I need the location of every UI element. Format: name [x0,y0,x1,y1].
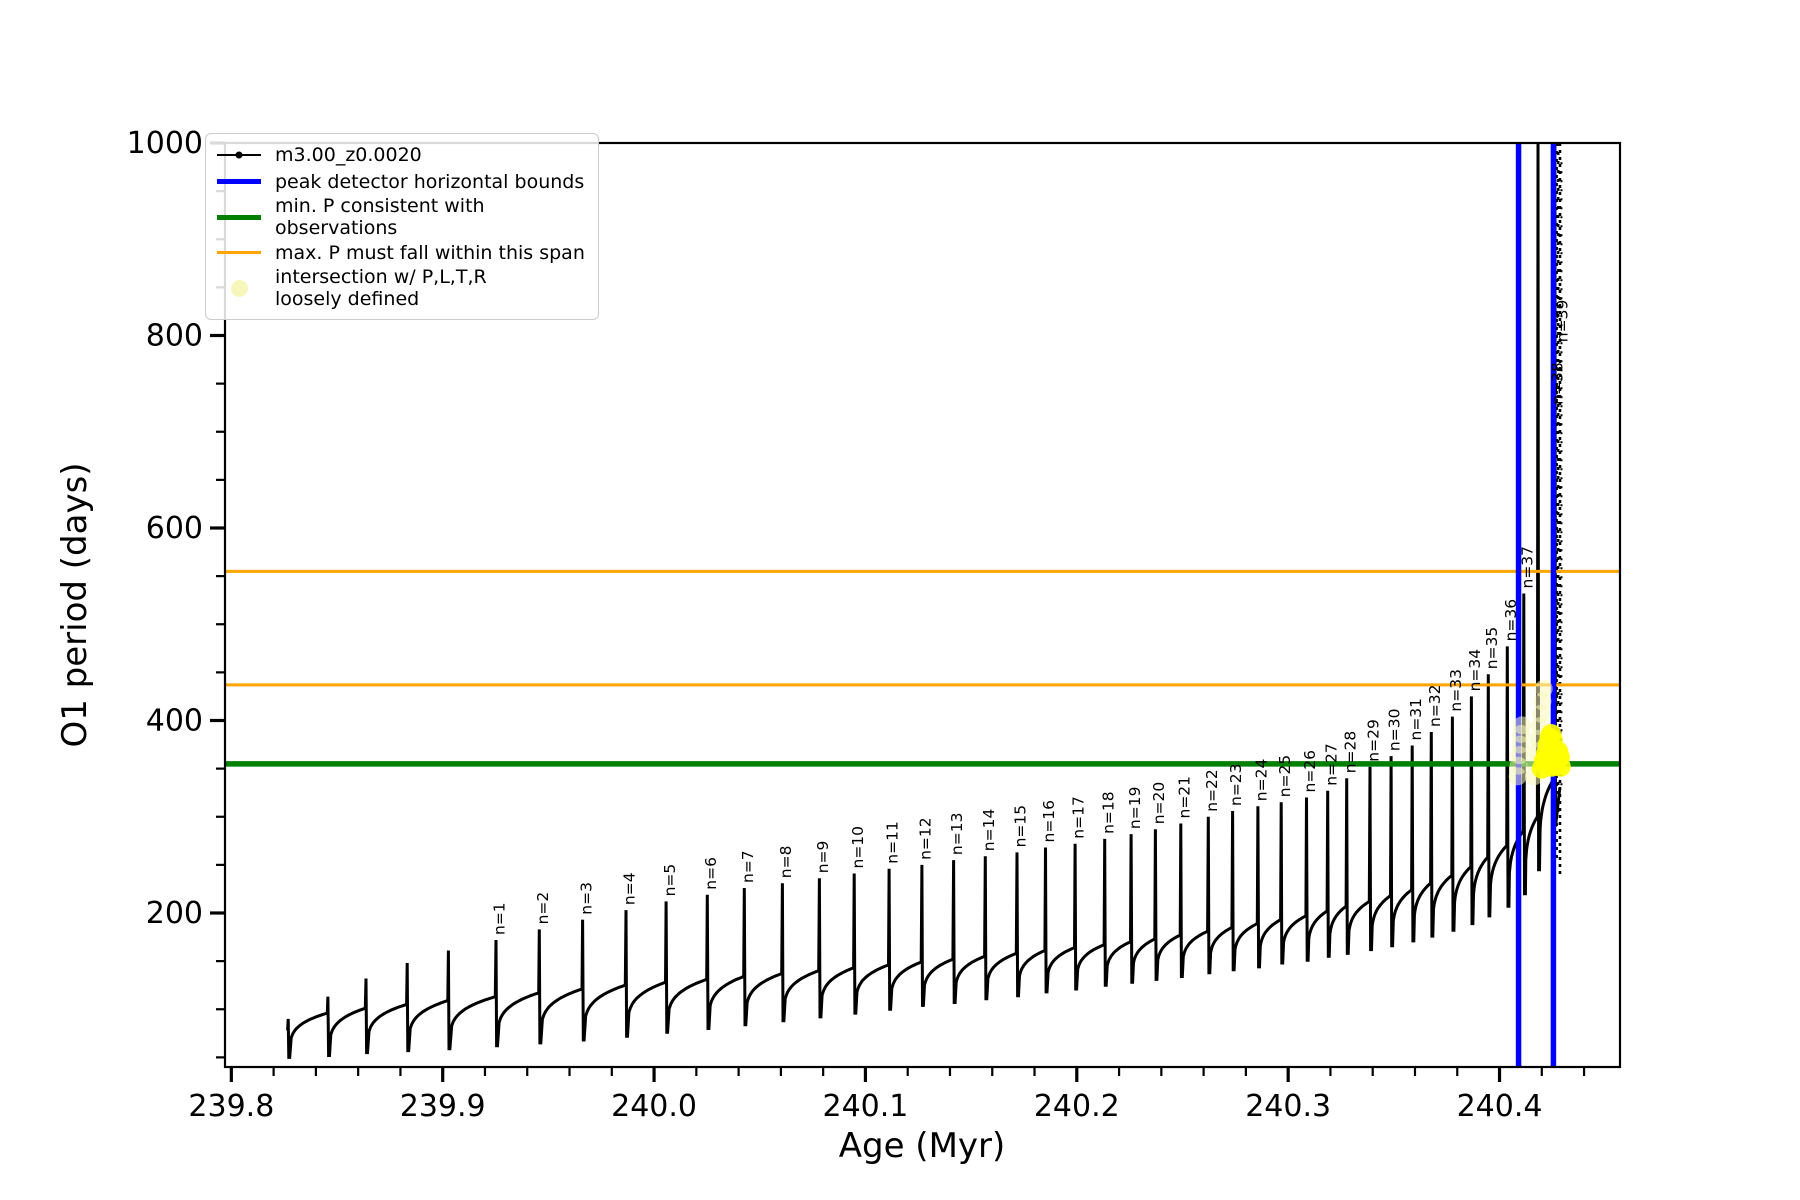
legend-swatch-intersection [216,279,262,297]
legend-label: intersection w/ P,L,T,R loosely defined [275,266,487,310]
spike-n-label: n=4 [621,872,639,905]
x-tick-label: 239.9 [400,1089,486,1124]
spike-n-label: n=31 [1407,698,1425,741]
y-axis-label: O1 period (days) [55,462,95,748]
legend-label: max. P must fall within this span [275,241,585,264]
spike-n-label: n=3 [577,882,595,915]
spike-n-label: n=10 [849,826,867,869]
spike-n-label: n=7 [739,850,757,883]
legend-label: peak detector horizontal bounds [275,170,585,193]
y-tick-label: 1000 [127,126,203,161]
spike-n-label: n=26 [1301,750,1319,793]
spike-n-label: n=30 [1386,709,1404,752]
spike-n-label: n=9 [814,841,832,874]
spike-n-label: n=21 [1175,776,1193,819]
spike-n-label: n=35 [1483,627,1501,670]
spike-n-label: n=14 [980,809,998,852]
y-tick-label: 400 [146,704,203,739]
spike-n-label: n=39 [1554,300,1572,343]
x-tick-label: 240.4 [1457,1089,1543,1124]
legend-line-marker [217,179,261,184]
intersection-marker-bright [1538,749,1559,769]
series-curve [286,142,1562,1059]
spike-n-label: n=25 [1276,755,1294,798]
x-axis-label: Age (Myr) [838,1126,1006,1166]
legend-circle-marker [230,279,248,297]
spike-n-label: n=20 [1150,782,1168,825]
spike-n-label: n=17 [1070,796,1088,839]
spike-n-label: n=36 [1502,599,1520,642]
spike-n-label: n=15 [1012,805,1030,848]
spike-n-label: n=27 [1322,743,1340,786]
legend-line-marker [217,214,261,220]
plot-frame [223,141,1622,1069]
spike-n-label: n=5 [661,864,679,897]
x-tick-label: 240.1 [822,1089,908,1124]
spike-n-label: n=24 [1253,759,1271,802]
spike-n-label: n=8 [777,846,795,879]
spike-n-label: n=37 [1519,546,1537,589]
legend-item: max. P must fall within this span [216,239,588,266]
legend-swatch-max-p-span [216,251,262,254]
spike-n-label: n=2 [534,892,552,925]
spike-n-label: n=33 [1447,669,1465,712]
y-tick-label: 600 [146,511,203,546]
intersection-marker-pale [1534,679,1553,698]
spike-n-label: n=19 [1126,787,1144,830]
legend-item: min. P consistent with observations [216,195,588,239]
spike-n-label: n=38 [1549,362,1567,405]
spike-n-label: n=22 [1203,769,1221,812]
legend-label: m3.00_z0.0020 [275,143,422,166]
spike-n-label: n=12 [917,817,935,860]
spike-n-label: n=1 [491,902,509,935]
intersection-marker-pale [1512,716,1531,735]
legend-swatch-peak-bounds [216,179,262,184]
legend-line-marker [217,251,261,254]
spike-n-label: n=28 [1341,731,1359,774]
legend-item: peak detector horizontal bounds [216,168,588,195]
legend-item: m3.00_z0.0020 [216,141,588,168]
spike-n-label: n=11 [884,821,902,864]
x-tick-label: 239.8 [188,1089,274,1124]
spike-n-label: n=23 [1227,763,1245,806]
legend-label: min. P consistent with observations [275,195,485,239]
x-tick-label: 240.2 [1034,1089,1120,1124]
x-tick-label: 240.3 [1245,1089,1331,1124]
y-tick-label: 800 [146,319,203,354]
spike-n-label: n=13 [948,813,966,856]
legend-item: intersection w/ P,L,T,R loosely defined [216,266,588,310]
spike-n-label: n=6 [702,857,720,890]
legend-swatch-min-p [216,214,262,220]
spike-n-label: n=29 [1365,719,1383,762]
x-tick-label: 240.0 [611,1089,697,1124]
legend-swatch-series [216,151,262,158]
y-tick-label: 200 [146,896,203,931]
spike-n-label: n=34 [1466,649,1484,692]
spike-n-label: n=32 [1426,684,1444,727]
legend-dot-marker [235,151,243,158]
spike-n-label: n=18 [1099,791,1117,834]
spike-n-label: n=16 [1040,800,1058,843]
